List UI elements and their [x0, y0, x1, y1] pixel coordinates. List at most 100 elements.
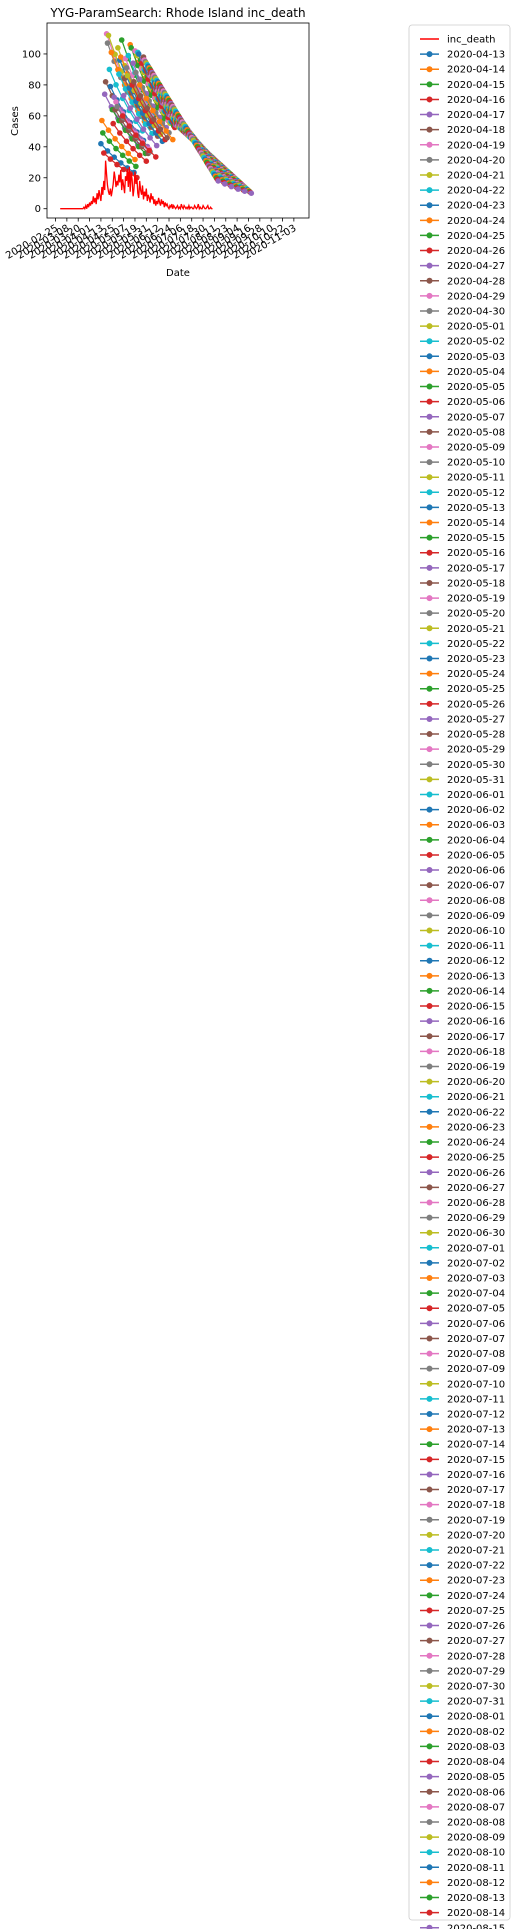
forecast-point-2020-04-14-3: [118, 143, 125, 150]
legend-marker-2020-06-22: [426, 1108, 433, 1115]
legend-label-2020-04-24: 2020-04-24: [447, 216, 505, 227]
forecast-point-2020-04-16-2: [114, 161, 120, 168]
forecast-point-2020-04-24-1: [115, 66, 121, 73]
legend-label-2020-07-29: 2020-07-29: [447, 1666, 505, 1677]
forecast-point-2020-04-14-0: [99, 117, 105, 124]
legend-marker-2020-06-14: [426, 987, 433, 994]
forecast-point-2020-05-07-1: [127, 105, 133, 111]
legend-marker-2020-05-04: [426, 368, 433, 375]
legend-label-2020-06-04: 2020-06-04: [447, 835, 505, 846]
legend-marker-2020-06-29: [426, 1214, 433, 1221]
legend-marker-2020-04-18: [426, 126, 433, 133]
legend-marker-2020-08-04: [426, 1758, 433, 1765]
legend-label-2020-04-22: 2020-04-22: [447, 186, 505, 197]
forecast-point-2020-05-18-5: [164, 135, 170, 141]
forecast-point-2020-04-15-1: [106, 138, 113, 144]
legend-label-2020-04-29: 2020-04-29: [447, 291, 505, 302]
legend-marker-2020-07-24: [426, 1592, 433, 1599]
legend-marker-2020-07-31: [426, 1698, 433, 1705]
y-tick-label-0: 0: [35, 204, 41, 215]
chart-title: YYG-ParamSearch: Rhode Island inc_death: [49, 6, 305, 20]
legend-marker-2020-06-26: [426, 1169, 433, 1176]
legend-label-2020-05-18: 2020-05-18: [447, 578, 505, 589]
plot-area: [60, 31, 255, 211]
legend-marker-2020-05-11: [426, 474, 433, 481]
legend-label-2020-06-16: 2020-06-16: [447, 1017, 505, 1028]
legend-label-inc_death: inc_death: [447, 35, 496, 46]
y-tick-label-80: 80: [28, 80, 41, 91]
legend-marker-2020-04-14: [426, 66, 433, 73]
legend-marker-2020-04-17: [426, 111, 433, 118]
legend-label-2020-06-26: 2020-06-26: [447, 1168, 505, 1179]
legend-label-2020-06-18: 2020-06-18: [447, 1047, 505, 1058]
legend-label-2020-08-02: 2020-08-02: [447, 1727, 505, 1738]
legend-marker-2020-06-01: [426, 791, 433, 798]
legend-marker-2020-04-24: [426, 217, 433, 224]
legend-marker-2020-05-03: [426, 353, 433, 360]
legend-label-2020-05-08: 2020-05-08: [447, 427, 505, 438]
legend-label-2020-07-16: 2020-07-16: [447, 1470, 505, 1481]
forecast-point-2020-05-06-5: [153, 154, 159, 160]
legend-label-2020-06-14: 2020-06-14: [447, 986, 505, 997]
legend-marker-2020-06-24: [426, 1139, 433, 1146]
y-axis-label: Cases: [10, 106, 21, 136]
legend-label-2020-06-25: 2020-06-25: [447, 1153, 505, 1164]
legend-marker-2020-06-13: [426, 972, 433, 979]
legend-marker-2020-04-28: [426, 277, 433, 284]
legend-marker-2020-06-05: [426, 851, 433, 858]
legend-label-2020-07-06: 2020-07-06: [447, 1319, 505, 1330]
forecast-point-2020-04-14-1: [105, 127, 112, 133]
legend-label-2020-07-18: 2020-07-18: [447, 1500, 505, 1511]
forecast-point-2020-05-24-4: [163, 128, 169, 134]
legend-marker-2020-08-03: [426, 1743, 433, 1750]
legend-label-2020-06-27: 2020-06-27: [447, 1183, 505, 1194]
legend-label-2020-05-06: 2020-05-06: [447, 397, 505, 408]
legend-label-2020-08-09: 2020-08-09: [447, 1833, 505, 1844]
legend-label-2020-05-31: 2020-05-31: [447, 775, 505, 786]
forecast-point-2020-05-18-3: [151, 116, 157, 123]
legend-label-2020-08-05: 2020-08-05: [447, 1772, 505, 1783]
forecast-point-2020-05-24-3: [156, 118, 163, 125]
y-tick-label-100: 100: [22, 49, 41, 60]
legend-marker-2020-07-28: [426, 1652, 433, 1659]
forecast-point-2020-04-29-0: [113, 99, 119, 105]
legend-marker-2020-07-11: [426, 1395, 433, 1402]
legend-label-2020-08-01: 2020-08-01: [447, 1712, 505, 1723]
legend-marker-2020-07-02: [426, 1259, 433, 1266]
forecast-point-2020-04-23-0: [107, 83, 114, 90]
x-axis: 2020-02-252020-03-082020-03-202020-04-01…: [4, 218, 298, 262]
legend-label-2020-05-07: 2020-05-07: [447, 412, 505, 423]
legend-label-2020-05-13: 2020-05-13: [447, 503, 505, 514]
legend-marker-2020-06-27: [426, 1184, 433, 1191]
legend-label-2020-06-11: 2020-06-11: [447, 941, 505, 952]
legend-label-2020-05-05: 2020-05-05: [447, 382, 505, 393]
forecast-point-2020-04-16-0: [101, 150, 107, 156]
legend-marker-2020-06-28: [426, 1199, 433, 1206]
legend-marker-2020-04-20: [426, 156, 433, 163]
forecast-point-2020-05-02-0: [116, 71, 122, 77]
legend-marker-2020-08-09: [426, 1834, 433, 1841]
legend-marker-2020-07-13: [426, 1426, 433, 1433]
legend-marker-2020-04-26: [426, 247, 433, 254]
legend-label-2020-04-23: 2020-04-23: [447, 201, 505, 212]
legend-marker-2020-04-21: [426, 171, 433, 178]
forecast-point-2020-04-17-0: [101, 91, 108, 97]
legend-label-2020-04-16: 2020-04-16: [447, 95, 505, 106]
legend-label-2020-06-09: 2020-06-09: [447, 911, 505, 922]
forecast-point-2020-05-06-0: [119, 113, 126, 119]
legend-marker-2020-05-08: [426, 428, 433, 435]
legend-label-2020-08-08: 2020-08-08: [447, 1817, 505, 1828]
legend-label-2020-08-13: 2020-08-13: [447, 1893, 505, 1904]
forecast-point-2020-04-15-0: [100, 130, 106, 136]
legend-marker-2020-08-07: [426, 1803, 433, 1810]
legend-marker-2020-04-22: [426, 187, 433, 194]
legend-label-2020-07-30: 2020-07-30: [447, 1681, 505, 1692]
legend-marker-2020-08-13: [426, 1894, 433, 1901]
legend-label-2020-04-20: 2020-04-20: [447, 155, 505, 166]
legend-marker-2020-05-06: [426, 398, 433, 405]
legend-label-2020-06-30: 2020-06-30: [447, 1228, 505, 1239]
legend-label-2020-06-22: 2020-06-22: [447, 1107, 505, 1118]
legend-label-2020-08-07: 2020-08-07: [447, 1802, 505, 1813]
legend-marker-2020-06-20: [426, 1078, 433, 1085]
legend-label-2020-04-15: 2020-04-15: [447, 80, 505, 91]
